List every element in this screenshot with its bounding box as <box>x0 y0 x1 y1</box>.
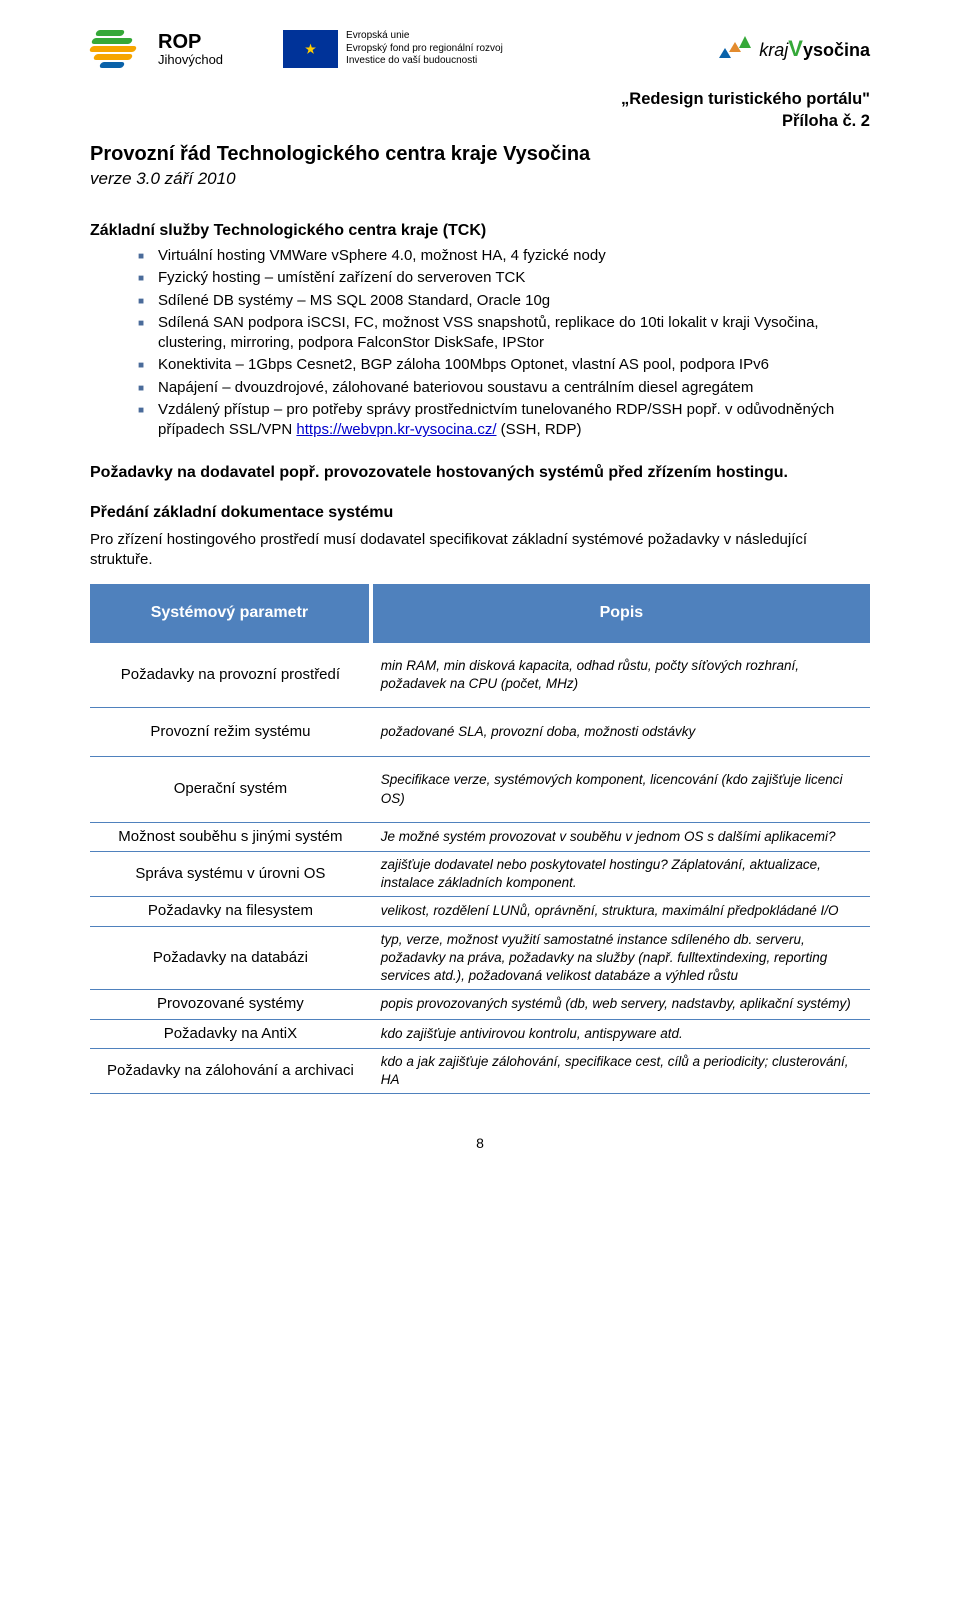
param-label: Operační systém <box>90 757 371 822</box>
header-right-line2: Příloha č. 2 <box>90 110 870 132</box>
param-desc: požadované SLA, provozní doba, možnosti … <box>371 708 870 757</box>
list-item: Sdílená SAN podpora iSCSI, FC, možnost V… <box>138 313 870 354</box>
table-row: Provozní režim systémupožadované SLA, pr… <box>90 708 870 757</box>
table-intro: Pro zřízení hostingového prostředí musí … <box>90 530 870 571</box>
param-desc: Je možné systém provozovat v souběhu v j… <box>371 822 870 851</box>
eu-flag-icon: ⋆ <box>283 30 338 68</box>
vpn-link[interactable]: https://webvpn.kr-vysocina.cz/ <box>296 421 496 438</box>
section2-heading: Požadavky na dodavatel popř. provozovate… <box>90 462 870 484</box>
kraj-logo: krajVysočina <box>719 34 870 64</box>
eu-text: Evropská unie Evropský fond pro regionál… <box>346 30 503 68</box>
kraj-text: krajVysočina <box>759 34 870 64</box>
page-title: Provozní řád Technologického centra kraj… <box>90 141 870 168</box>
eu-line1: Evropská unie <box>346 30 503 43</box>
table-header-row: Systémový parametr Popis <box>90 584 870 642</box>
list-item: Virtuální hosting VMWare vSphere 4.0, mo… <box>138 246 870 266</box>
version: verze 3.0 září 2010 <box>90 168 870 191</box>
table-row: Požadavky na zálohování a archivacikdo a… <box>90 1048 870 1093</box>
list-item: Fyzický hosting – umístění zařízení do s… <box>138 268 870 288</box>
kraj-triangles-icon <box>719 36 753 62</box>
param-desc: typ, verze, možnost využití samostatné i… <box>371 926 870 990</box>
param-label: Požadavky na zálohování a archivaci <box>90 1048 371 1093</box>
param-label: Možnost souběhu s jinými systém <box>90 822 371 851</box>
section1-heading: Základní služby Technologického centra k… <box>90 220 870 242</box>
list-item: Konektivita – 1Gbps Cesnet2, BGP záloha … <box>138 355 870 375</box>
eu-line3: Investice do vaší budoucnosti <box>346 55 503 68</box>
rop-name: ROP <box>158 31 223 53</box>
list-item: Napájení – dvouzdrojové, zálohované bate… <box>138 378 870 398</box>
param-desc: zajišťuje dodavatel nebo poskytovatel ho… <box>371 851 870 896</box>
col2-header: Popis <box>371 584 870 642</box>
param-label: Provozované systémy <box>90 990 371 1019</box>
logo-row: ROP Jihovýchod ⋆ Evropská unie Evropský … <box>90 30 870 68</box>
header-right: „Redesign turistického portálu" Příloha … <box>90 88 870 133</box>
param-desc: popis provozovaných systémů (db, web ser… <box>371 990 870 1019</box>
param-desc: kdo a jak zajišťuje zálohování, specifik… <box>371 1048 870 1093</box>
param-label: Požadavky na provozní prostředí <box>90 642 371 707</box>
param-desc: kdo zajišťuje antivirovou kontrolu, anti… <box>371 1019 870 1048</box>
param-desc: velikost, rozdělení LUNů, oprávnění, str… <box>371 897 870 926</box>
param-desc: Specifikace verze, systémových komponent… <box>371 757 870 822</box>
kraj-name-rest: ysočina <box>803 40 870 60</box>
eu-logo: ⋆ Evropská unie Evropský fond pro region… <box>283 30 503 68</box>
table-row: Správa systému v úrovni OSzajišťuje doda… <box>90 851 870 896</box>
list-item: Sdílené DB systémy – MS SQL 2008 Standar… <box>138 291 870 311</box>
requirements-table: Systémový parametr Popis Požadavky na pr… <box>90 584 870 1094</box>
table-row: Požadavky na filesystemvelikost, rozděle… <box>90 897 870 926</box>
col1-header: Systémový parametr <box>90 584 371 642</box>
table-row: Možnost souběhu s jinými systémJe možné … <box>90 822 870 851</box>
rop-text: ROP Jihovýchod <box>158 31 223 67</box>
eu-line2: Evropský fond pro regionální rozvoj <box>346 43 503 56</box>
table-row: Provozované systémypopis provozovaných s… <box>90 990 870 1019</box>
page-number: 8 <box>90 1134 870 1153</box>
table-row: Operační systémSpecifikace verze, systém… <box>90 757 870 822</box>
param-label: Požadavky na filesystem <box>90 897 371 926</box>
table-row: Požadavky na AntiXkdo zajišťuje antiviro… <box>90 1019 870 1048</box>
header-right-line1: „Redesign turistického portálu" <box>90 88 870 110</box>
param-desc: min RAM, min disková kapacita, odhad růs… <box>371 642 870 707</box>
list-item: Vzdálený přístup – pro potřeby správy pr… <box>138 400 870 441</box>
rop-region: Jihovýchod <box>158 53 223 67</box>
rop-stripes-icon <box>90 30 150 68</box>
section3-heading: Předání základní dokumentace systému <box>90 502 870 524</box>
rop-logo: ROP Jihovýchod <box>90 30 223 68</box>
param-label: Požadavky na AntiX <box>90 1019 371 1048</box>
param-label: Provozní režim systému <box>90 708 371 757</box>
table-row: Požadavky na provozní prostředímin RAM, … <box>90 642 870 707</box>
table-row: Požadavky na databázityp, verze, možnost… <box>90 926 870 990</box>
param-label: Správa systému v úrovni OS <box>90 851 371 896</box>
kraj-prefix: kraj <box>759 40 788 60</box>
param-label: Požadavky na databázi <box>90 926 371 990</box>
services-list: Virtuální hosting VMWare vSphere 4.0, mo… <box>90 246 870 440</box>
